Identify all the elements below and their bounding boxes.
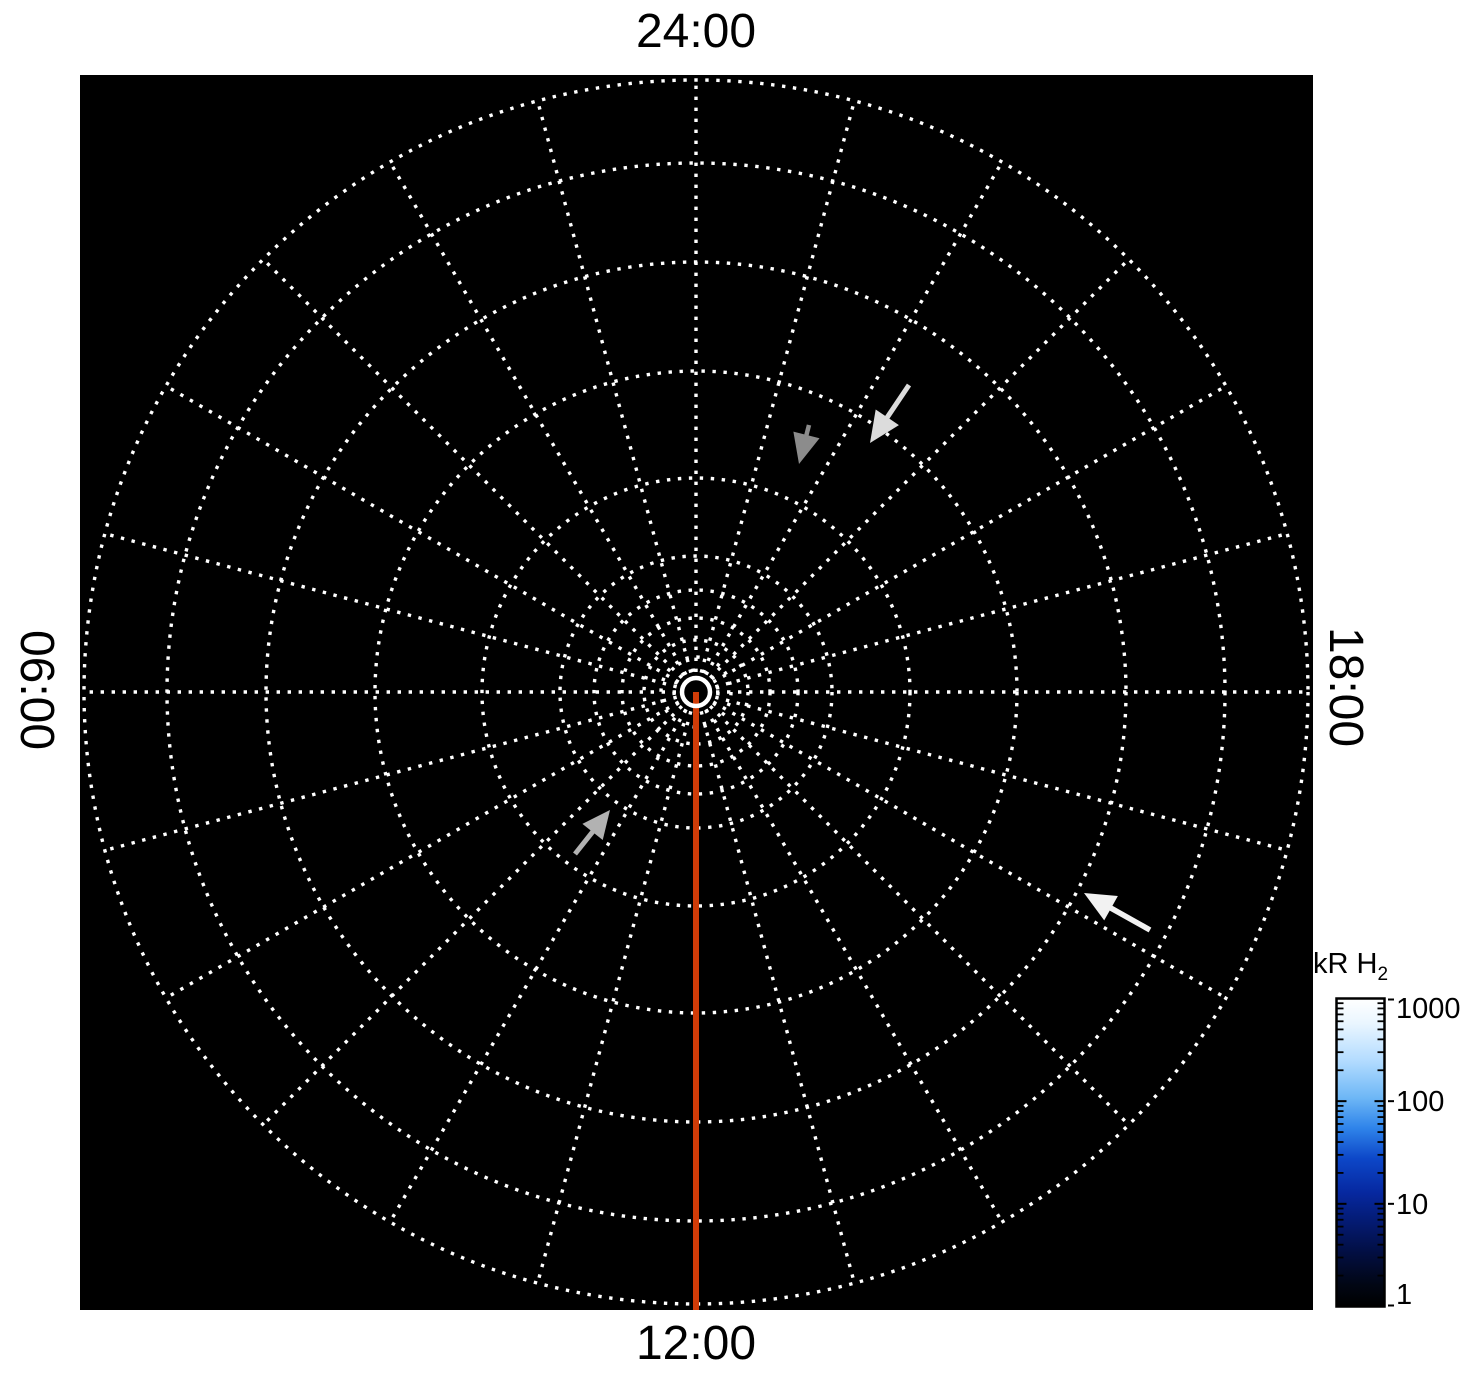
colorbar-svg <box>1335 997 1394 1308</box>
annotation-arrow <box>573 810 610 856</box>
grid-circle <box>82 78 1310 1306</box>
polar-plot-area <box>80 75 1313 1310</box>
angular-label-0600: 06:00 <box>10 629 63 751</box>
grid-ray <box>704 708 1004 1223</box>
colorbar-tick-1000: 1000 <box>1396 993 1461 1025</box>
annotation-arrow <box>870 383 912 443</box>
grid-ray <box>165 700 680 1000</box>
grid-ray <box>699 710 857 1284</box>
grid-circle <box>480 476 912 908</box>
grid-circle <box>659 655 733 729</box>
annotation-arrow <box>1084 893 1152 933</box>
grid-ray <box>708 704 1130 1126</box>
grid-circle <box>592 588 800 796</box>
colorbar-tick-100: 100 <box>1396 1086 1445 1118</box>
grid-ray <box>165 384 680 684</box>
arrow-tail <box>884 383 912 421</box>
colorbar-tick-10: 10 <box>1396 1189 1429 1221</box>
arrow-head <box>1084 893 1118 921</box>
arrow-head <box>870 409 899 443</box>
grid-ray <box>699 100 857 674</box>
arrow-tail <box>1107 904 1152 933</box>
grid-ray <box>708 258 1130 680</box>
grid-circle <box>558 554 834 830</box>
grid-ray <box>388 708 688 1223</box>
grid-circle <box>373 369 1019 1015</box>
colorbar-title-subscript: 2 <box>1377 963 1389 985</box>
center-ring <box>679 675 713 709</box>
angular-label-2400: 24:00 <box>635 5 757 58</box>
colorbar-title: kR H2 <box>1313 948 1388 991</box>
angular-label-1800: 18:00 <box>1319 626 1372 748</box>
colorbar-title-text: kR H <box>1313 948 1378 980</box>
grid-ray <box>704 161 1004 676</box>
arrow-tail <box>803 424 812 438</box>
colorbar-gradient <box>1335 997 1386 1308</box>
grid-ray <box>714 695 1288 853</box>
colorbar <box>1335 997 1399 1311</box>
grid-ray <box>712 700 1227 1000</box>
grid-circle <box>642 638 750 746</box>
grid-ray <box>104 531 678 689</box>
grid-ray <box>262 258 684 680</box>
arrow-head <box>793 431 820 464</box>
grid-circle <box>620 616 772 768</box>
angular-label-1200: 12:00 <box>635 1317 757 1370</box>
grid-ray <box>714 531 1288 689</box>
grid-ray <box>712 384 1227 684</box>
colorbar-tick-1: 1 <box>1396 1279 1413 1311</box>
grid-ray <box>388 161 688 676</box>
grid-ray <box>535 100 693 674</box>
polar-grid-svg <box>82 78 1310 1310</box>
grid-ray <box>535 710 693 1284</box>
annotation-arrow <box>793 424 820 464</box>
arrow-head <box>582 810 610 841</box>
arrow-tail <box>573 828 596 856</box>
grid-ray <box>262 704 684 1126</box>
